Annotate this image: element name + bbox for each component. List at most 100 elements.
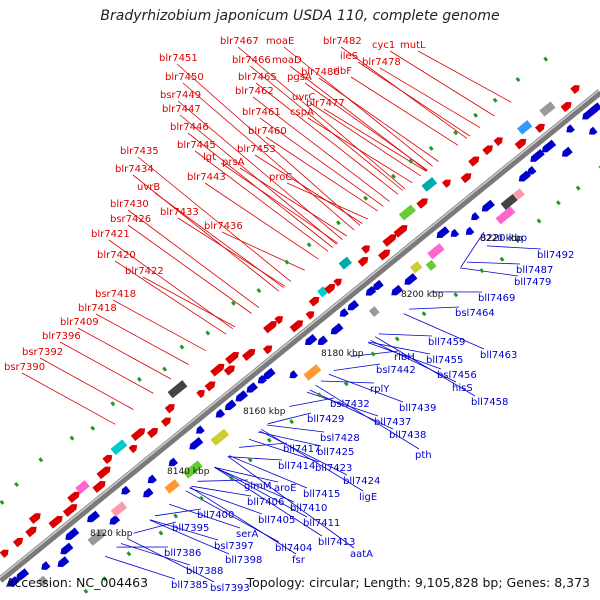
green-mark [370,351,376,357]
forward-gene [128,444,138,454]
green-mark [199,495,204,501]
green-mark-shape [83,588,89,594]
reverse-leader-line [257,431,322,447]
reverse-orf-shape [500,193,518,210]
reverse-leader-line [268,412,312,425]
reverse-gene-label: bll7400 [197,510,234,521]
reverse-gene-shape [121,485,131,495]
green-mark-shape [453,292,459,298]
reverse-gene-shape [589,126,598,135]
forward-orf-shape [338,256,352,270]
forward-gene-shape [305,311,315,320]
forward-gene-label: moaD [272,55,302,66]
green-mark [289,419,295,425]
forward-gene-shape [468,156,480,167]
forward-gene-label: blr7467 [220,36,259,47]
reverse-gene-shape [224,399,237,411]
reverse-gene-label: serA [236,529,258,540]
reverse-gene [347,299,360,311]
reverse-gene [372,279,384,290]
reverse-gene [561,146,573,157]
reverse-leader-line [214,467,279,483]
green-mark [126,551,132,557]
green-mark-shape [14,482,19,487]
green-mark-shape [199,495,204,501]
reverse-gene-shape [215,408,226,418]
forward-gene [130,428,146,442]
forward-gene-shape [416,198,428,209]
forward-gene-label: blr7435 [120,146,159,157]
reverse-gene [289,370,299,379]
reverse-gene [317,335,328,345]
forward-gene-shape [0,549,9,558]
green-mark-shape [179,344,185,350]
tick-label: 8200 kbp [401,290,444,300]
forward-gene-shape [393,225,408,238]
reverse-gene-shape [289,370,299,379]
forward-gene-label: blr7461 [242,107,281,118]
forward-gene-label: ribF [333,66,352,77]
forward-orf-shape [517,120,533,135]
forward-gene [28,513,41,524]
reverse-leader-line [261,428,364,492]
reverse-orf [368,306,380,317]
reverse-gene-label: bll7406 [247,497,284,508]
reverse-gene-label: 8220 kbp [480,233,527,244]
green-mark [256,288,262,294]
forward-gene-label: prsA [222,157,245,168]
forward-gene-shape [102,454,113,465]
forward-gene-shape [570,85,580,94]
reverse-gene-label: bll7386 [164,548,201,559]
forward-gene-shape [274,316,284,325]
reverse-gene [436,226,450,239]
forward-gene-label: blr7453 [237,144,276,155]
forward-leader-line [307,117,413,184]
forward-gene-label: proC [269,172,292,183]
green-mark-shape [536,218,542,224]
forward-leader-line [127,209,260,308]
forward-gene [289,320,304,333]
forward-gene [102,454,113,465]
green-mark [266,437,272,443]
green-mark [514,237,520,243]
reverse-gene-label: bll7413 [318,537,355,548]
reverse-gene [465,226,475,235]
reverse-orf-shape [368,306,380,317]
reverse-gene-label: bll7414 [278,461,315,472]
reverse-gene [450,228,460,237]
forward-orf-shape [421,176,438,192]
forward-gene-label: blr7409 [60,317,99,328]
forward-leader-line [108,239,234,330]
reverse-gene [196,425,205,434]
reverse-orf-shape [513,188,525,200]
genome-axis [0,89,600,583]
reverse-gene-shape [60,542,74,555]
forward-leader-line [127,224,252,314]
forward-leader-line [137,156,292,282]
green-mark [453,130,459,136]
reverse-leader-line [154,508,202,517]
reverse-orf-shape [164,479,180,494]
forward-gene [274,316,284,325]
forward-gene-shape [146,427,159,439]
reverse-leader-line [227,456,355,549]
forward-gene-shape [482,145,493,156]
forward-gene-label: ileS [340,51,358,62]
forward-gene-label: blr7420 [97,250,136,261]
reverse-gene-label: rplY [370,384,390,395]
reverse-leader-line [149,519,230,555]
reverse-leader-line [370,340,457,383]
green-mark [391,173,396,179]
reverse-leader-line [378,333,433,337]
forward-gene-shape [67,491,80,504]
forward-leader-line [309,102,422,177]
forward-leader-line [239,167,348,237]
reverse-orf [37,575,49,587]
forward-gene [62,504,78,517]
reverse-orf-shape [495,206,516,225]
green-mark [536,218,542,224]
forward-leader-line [237,46,406,190]
reverse-gene-label: bll7459 [428,337,465,348]
reverse-leader-line [189,487,263,515]
forward-gene-shape [160,417,172,427]
